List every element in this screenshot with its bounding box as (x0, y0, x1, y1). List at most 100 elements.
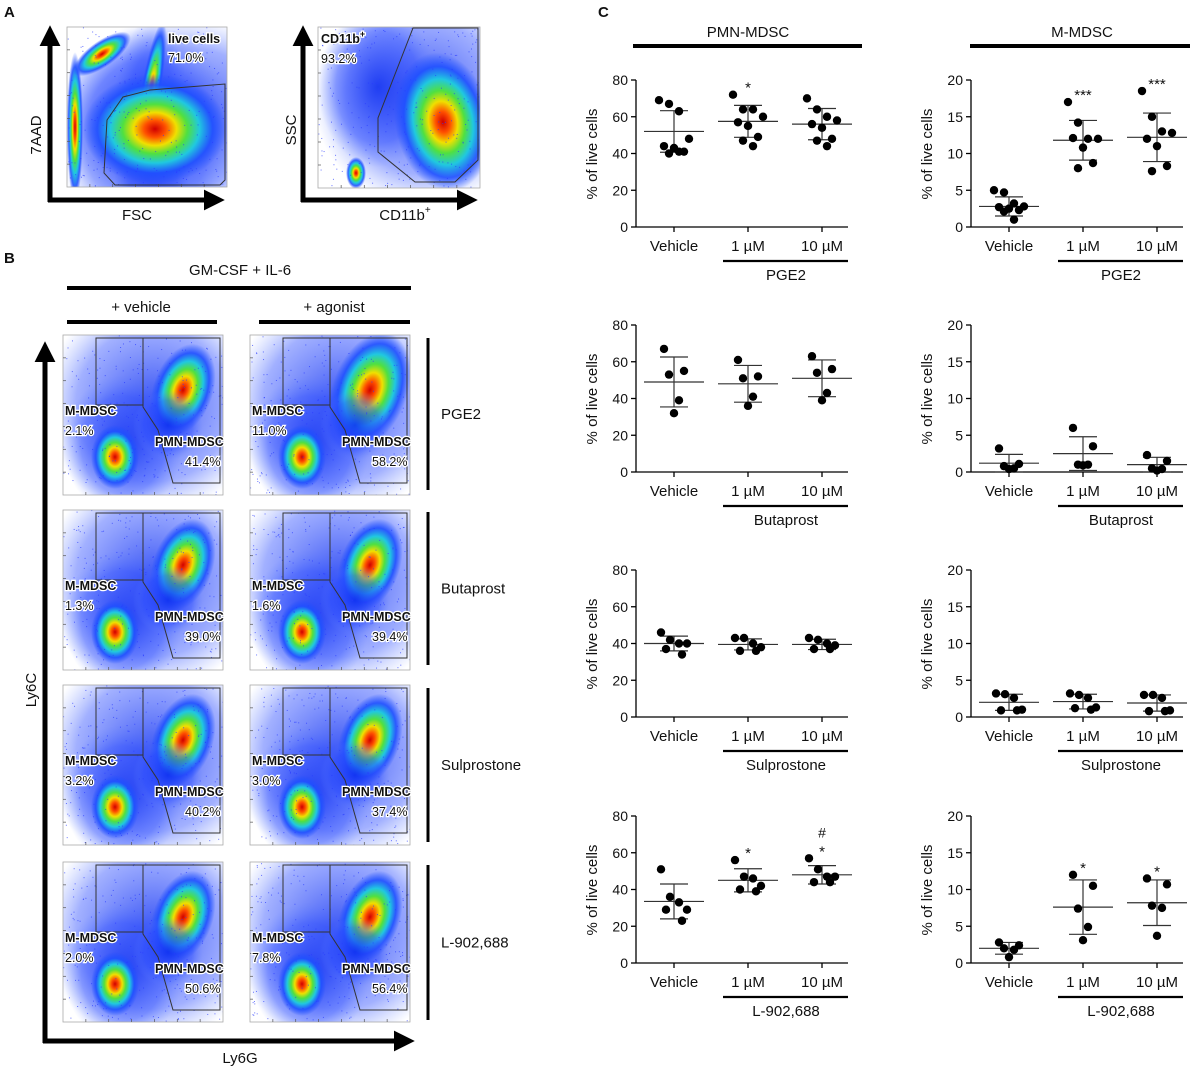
y-tick-label: 10 (947, 146, 963, 162)
data-point (991, 689, 1001, 698)
data-point (1139, 690, 1149, 700)
m-mdsc-percentage: 1.6% (252, 599, 281, 613)
y-axis-label: % of live cells (919, 845, 936, 936)
data-point (661, 644, 671, 654)
y-tick-label: 20 (612, 672, 628, 688)
significance-marker: * (1154, 863, 1160, 880)
density-plot (250, 685, 410, 845)
y-tick-label: 40 (612, 882, 628, 898)
data-point (669, 409, 679, 418)
data-point (664, 370, 674, 379)
pmn-mdsc-gate[interactable] (142, 687, 221, 834)
data-point (809, 877, 819, 887)
data-point (743, 121, 753, 131)
y-tick-label: 10 (947, 882, 963, 898)
density-cluster (346, 157, 366, 188)
data-point (1162, 161, 1172, 171)
pmn-mdsc-gate[interactable] (142, 512, 221, 659)
data-point (812, 368, 822, 377)
data-point (812, 105, 822, 114)
m-mdsc-label: M-MDSC (252, 754, 303, 768)
chart-pmn-mdsc-2: 0 20 40 60 80 % of live cells Vehicle 1 µM 10 µM… (584, 317, 852, 529)
data-point (659, 344, 669, 354)
data-point (748, 639, 758, 648)
group-1 (979, 186, 1039, 224)
density-cluster (278, 952, 326, 1016)
flow-plot-vehicle-1: M-MDSC 2.1% PMN-MDSC 41.4% (62, 334, 225, 496)
m-mdsc-percentage: 2.1% (65, 424, 94, 438)
data-point (659, 141, 669, 151)
chart-pmn-mdsc-4: 0 20 40 60 80 % of live cells Vehicle 1 µM * 10 µ… (584, 808, 852, 1020)
data-point (827, 134, 837, 143)
group-3: *# (792, 824, 852, 887)
y-axis-label: % of live cells (584, 109, 601, 200)
data-point (1009, 215, 1019, 224)
data-point (664, 149, 674, 158)
group-2 (1053, 689, 1113, 714)
density-cluster (394, 52, 480, 188)
density-cluster (278, 775, 326, 839)
density-plot (63, 335, 223, 495)
group-label: L-902,688 (752, 1003, 820, 1020)
m-mdsc-label: M-MDSC (65, 404, 116, 418)
plot-frame (249, 684, 411, 846)
pmn-mdsc-gate[interactable] (329, 512, 408, 659)
pmn-mdsc-gate[interactable] (142, 864, 221, 1011)
x-tick-label: 1 µM (731, 974, 765, 991)
data-point (1014, 205, 1024, 215)
flow-plot-cd11b: CD11b+ 93.2% (317, 26, 481, 189)
panel-c: PMN-MDSC M-MDSC (633, 24, 1190, 48)
data-point (674, 396, 684, 405)
flow-plot-vehicle-4: M-MDSC 2.0% PMN-MDSC 50.6% (62, 861, 225, 1023)
data-point (804, 854, 814, 863)
group-2: * (718, 845, 778, 896)
data-point (739, 872, 749, 881)
data-point (730, 855, 740, 865)
y-tick-label: 5 (955, 427, 963, 443)
y-axis-label: % of live cells (919, 354, 936, 445)
agonist-label: L-902,688 (441, 935, 509, 952)
live-cells-gate[interactable] (103, 83, 226, 186)
data-point (994, 444, 1004, 453)
pmn-mdsc-gate[interactable] (329, 864, 408, 1011)
x-tick-label: 1 µM (731, 238, 765, 255)
plot-frame (317, 26, 481, 189)
x-tick-label: 10 µM (801, 483, 843, 500)
significance-marker: *** (1148, 76, 1166, 93)
pmn-mdsc-gate[interactable] (142, 337, 221, 484)
pmn-mdsc-gate[interactable] (329, 337, 408, 484)
data-point (728, 90, 738, 99)
data-point (1073, 118, 1083, 127)
pmn-mdsc-label: PMN-MDSC (155, 785, 224, 799)
cd11b-gate[interactable] (377, 27, 479, 183)
y-tick-label: 20 (947, 72, 963, 88)
m-mdsc-label: M-MDSC (65, 579, 116, 593)
data-point (1162, 880, 1172, 889)
x-tick-label: 1 µM (1066, 974, 1100, 991)
data-point (1088, 442, 1098, 451)
group-label: Butaprost (754, 512, 819, 529)
data-point (1073, 164, 1083, 173)
x-tick-label: Vehicle (985, 728, 1033, 745)
m-mdsc-label: M-MDSC (65, 754, 116, 768)
x-tick-label: Vehicle (650, 728, 698, 745)
significance-marker: * (819, 843, 825, 860)
data-point (1093, 134, 1103, 143)
density-cluster (133, 565, 203, 635)
chart-pmn-mdsc-1: 0 20 40 60 80 % of live cells Vehicle 1 µM * 10 µ… (584, 72, 852, 284)
data-point (807, 352, 817, 361)
data-point (1009, 199, 1019, 208)
pmn-mdsc-label: PMN-MDSC (342, 962, 411, 976)
y-tick-label: 0 (955, 709, 963, 725)
pmn-mdsc-gate[interactable] (329, 687, 408, 834)
y-axis-label: % of live cells (919, 109, 936, 200)
plot-frame (249, 334, 411, 496)
gate-label: live cells (168, 32, 220, 46)
agonist-label: PGE2 (441, 406, 481, 423)
group-3: *** (1127, 76, 1187, 176)
m-mdsc-label: M-MDSC (252, 931, 303, 945)
column-label-agonist: + agonist (303, 299, 365, 316)
group-1 (644, 865, 704, 925)
density-cluster (67, 52, 83, 187)
data-point (1068, 870, 1078, 879)
